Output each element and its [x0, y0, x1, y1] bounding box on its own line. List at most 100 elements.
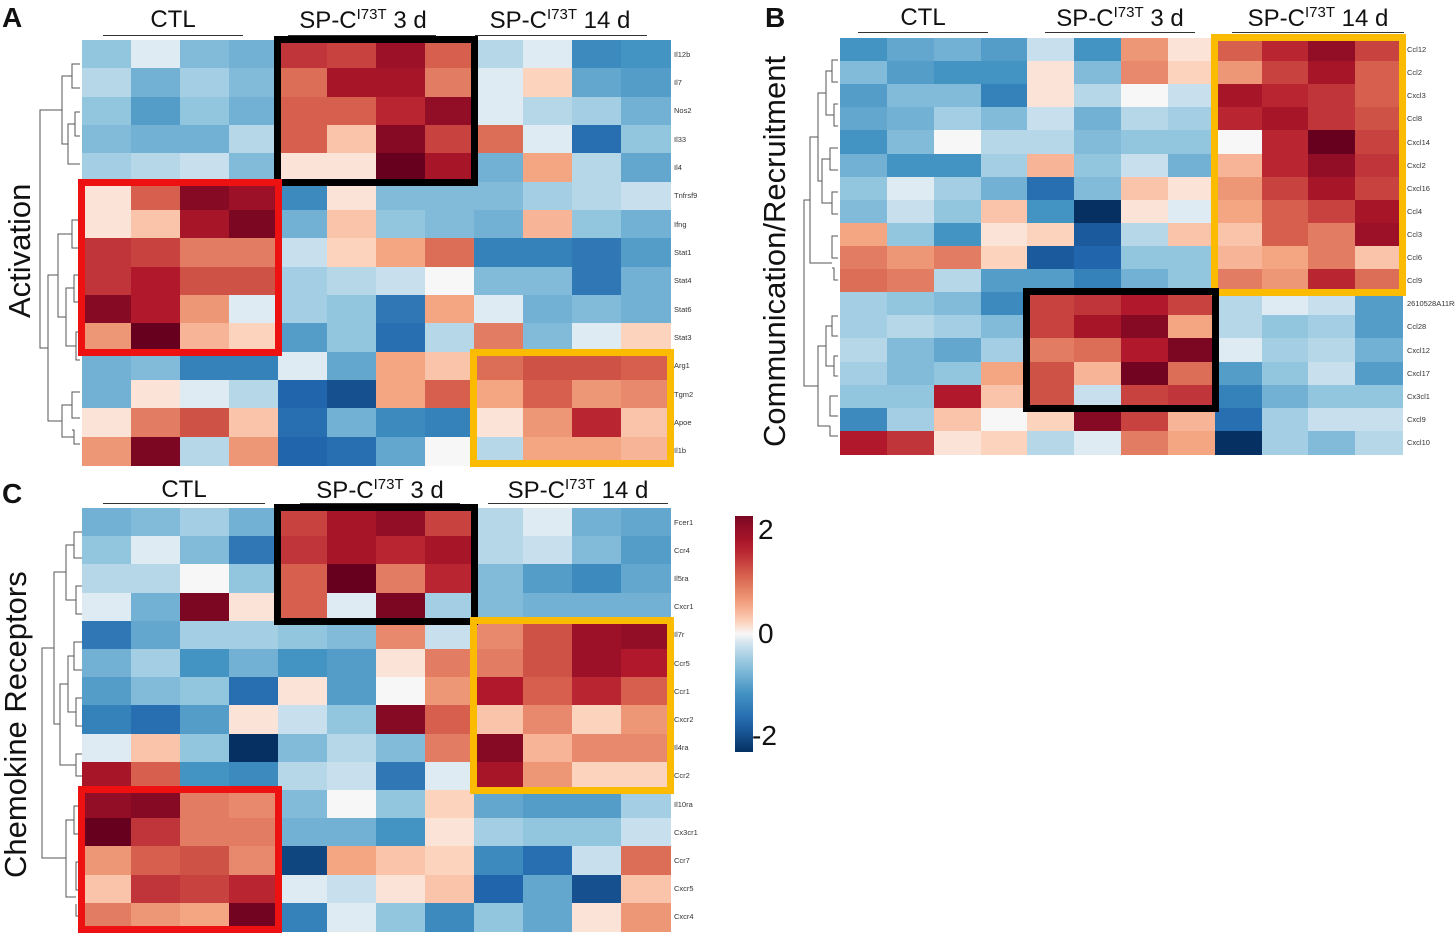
- colorbar-tick-low: -2: [752, 720, 777, 751]
- panel-c-gene-label: Ccr1: [674, 686, 690, 696]
- panel-b-cell-ccl4-3d-1: [1027, 199, 1075, 224]
- panel-c-cell-ccr7-3d-3: [376, 846, 426, 876]
- panel-b-cell-cxcl10-14d-2: [1261, 430, 1309, 455]
- panel-letter-a: A: [2, 2, 23, 33]
- panel-c-cell-fcer1-3d-3: [376, 508, 426, 537]
- panel-c-cell-ccr5-14d-2: [523, 649, 573, 678]
- panel-b-cell-ccl2-14d-4: [1355, 61, 1403, 85]
- panel-a-cell-stat3-3d-4: [425, 323, 475, 353]
- panel-b-cell-cxcl2-14d-3: [1308, 153, 1356, 178]
- panel-a-cell-il7-14d-4: [621, 68, 671, 98]
- panel-b-cell-cxcl3-ctl-1: [840, 84, 888, 108]
- panel-c-cell-cxcr2-3d-4: [425, 705, 475, 735]
- colorbar-tick-high: 2: [758, 514, 774, 545]
- panel-b-cell-ccl6-ctl-3: [933, 246, 982, 270]
- panel-b-cell-cxcl12-14d-3: [1308, 338, 1356, 363]
- panel-a-ctl-line: [103, 35, 243, 36]
- panel-a-cell-stat6-3d-3: [376, 295, 426, 324]
- panel-b-gene-label: Cxcl14: [1407, 137, 1430, 147]
- panel-a-cell-tgm2-ctl-1: [82, 380, 132, 409]
- panel-b-ylabel: Communication/Recruitment: [757, 55, 792, 447]
- panel-c-cell-cxcr4-14d-2: [523, 902, 573, 932]
- panel-b-gene-label: Cx3cl1: [1407, 391, 1430, 401]
- panel-b-cell-cxcl17-3d-1: [1027, 361, 1075, 386]
- panel-b-gene-label: Ccl2: [1407, 68, 1423, 78]
- panel-c-cell-ccr7-14d-1: [474, 846, 524, 876]
- panel-b-cell-cxcl10-3d-1: [1027, 430, 1075, 455]
- panel-a-cell-ifng-14d-2: [523, 210, 573, 239]
- panel-a-cell-il7-3d-2: [327, 68, 377, 98]
- panel-a-cell-il12b-14d-3: [572, 40, 622, 69]
- panel-b-cell-cxcl10-ctl-1: [840, 430, 888, 455]
- panel-b-cell-cxcl12-3d-1: [1027, 338, 1075, 363]
- panel-b-gene-label: Ccl9: [1407, 276, 1423, 286]
- panel-a-gene-label: Stat1: [674, 248, 692, 257]
- panel-a-cell-il12b-3d-2: [327, 40, 377, 69]
- panel-b-cell-ccl3-14d-3: [1308, 222, 1356, 247]
- panel-c-cell-cxcr2-3d-1: [278, 705, 328, 735]
- panel-b-cell-ccl8-ctl-2: [886, 107, 935, 132]
- panel-a-cell-il33-14d-1: [474, 125, 524, 154]
- panel-a-cell-nos2-ctl-3: [180, 96, 230, 126]
- panel-b-cell-cxcl14-3d-1: [1027, 130, 1075, 155]
- panel-b-cell-cxcl16-3d-1: [1027, 176, 1075, 201]
- panel-a-gene-label: Tnfrsf9: [674, 191, 698, 201]
- panel-c-cell-ccr7-ctl-2: [131, 846, 181, 876]
- panel-c-cell-ccr1-3d-1: [278, 677, 328, 706]
- panel-c-cell-cxcr5-3d-2: [327, 874, 377, 904]
- panel-b-cell-cxcl17-ctl-3: [933, 361, 982, 386]
- panel-b-gene-label: Cxcl12: [1407, 345, 1430, 355]
- panel-a-cell-il1b-3d-3: [376, 436, 426, 466]
- panel-a-cell-tnfrsf9-3d-1: [278, 181, 328, 211]
- panel-a-cell-arg1-3d-3: [376, 351, 426, 381]
- panel-a-cell-il12b-14d-1: [474, 40, 524, 69]
- panel-b-cell-cxcl10-14d-1: [1214, 430, 1263, 455]
- panel-b-dendrogram: [803, 59, 838, 437]
- panel-a-cell-arg1-ctl-3: [180, 351, 230, 381]
- panel-c-cell-il5ra-ctl-1: [82, 564, 132, 594]
- panel-a-cell-il4-ctl-3: [180, 153, 230, 183]
- panel-a-cell-nos2-3d-1: [278, 96, 328, 126]
- panel-c-cell-cxcr2-14d-1: [474, 705, 524, 735]
- panel-a-cell-il33-ctl-1: [82, 125, 132, 154]
- panel-b-cell-cx3cl1-3d-1: [1027, 384, 1075, 409]
- panel-b-gene-label: Ccl8: [1407, 114, 1423, 124]
- panel-a-cell-nos2-3d-2: [327, 96, 377, 126]
- panel-a-cell-nos2-14d-2: [523, 96, 573, 126]
- panel-a-cell-tgm2-ctl-4: [229, 380, 279, 409]
- panel-b-cell-cxcl14-14d-4: [1355, 130, 1403, 155]
- panel-a-cell-il4-3d-3: [376, 153, 426, 183]
- panel-b-cell-cxcl10-3d-3: [1121, 430, 1169, 455]
- panel-b-gene-label: Ccl3: [1407, 229, 1423, 239]
- panel-c-cell-fcer1-3d-4: [425, 508, 475, 537]
- panel-a-cell-tnfrsf9-ctl-2: [131, 181, 181, 211]
- panel-a-cell-il4-ctl-2: [131, 153, 181, 183]
- panel-b-cell-cxcl16-14d-2: [1261, 176, 1309, 201]
- panel-b-cell-cxcl9-3d-1: [1027, 407, 1075, 432]
- panel-b-cell-ccl8-3d-3: [1121, 107, 1169, 132]
- panel-b-cell-cxcl10-14d-4: [1355, 430, 1403, 455]
- panel-c-cell-ccr7-ctl-4: [229, 846, 279, 876]
- panel-b-cell-2610528a11rik-3d-3: [1121, 292, 1169, 316]
- panel-b-cell-ccl28-14d-1: [1214, 315, 1263, 340]
- panel-a-cell-ifng-ctl-1: [82, 210, 132, 239]
- panel-b-cell-ccl2-3d-3: [1121, 61, 1169, 85]
- panel-b-cell-ccl12-ctl-2: [886, 38, 935, 62]
- panel-c-gene-label: Fcer1: [674, 517, 694, 527]
- panel-c-cell-il7r-ctl-3: [180, 620, 230, 650]
- panel-c-cell-cxcr4-14d-3: [572, 902, 622, 932]
- panel-c-cell-cxcr2-3d-2: [327, 705, 377, 735]
- panel-a-cell-ifng-14d-1: [474, 210, 524, 239]
- panel-b-cell-cxcl14-ctl-1: [840, 130, 888, 155]
- panel-c-cell-cxcr5-3d-4: [425, 874, 475, 904]
- panel-a-cell-stat6-14d-4: [621, 295, 671, 324]
- panel-b-cell-cxcl14-ctl-2: [886, 130, 935, 155]
- panel-c-cell-fcer1-14d-2: [523, 508, 573, 537]
- panel-a-cell-il4-14d-1: [474, 153, 524, 183]
- panel-a-cell-stat3-14d-4: [621, 323, 671, 353]
- panel-b-cell-cxcl2-ctl-1: [840, 153, 888, 178]
- panel-b-cell-cx3cl1-14d-4: [1355, 384, 1403, 409]
- panel-c-cell-cx3cr1-3d-2: [327, 818, 377, 847]
- panel-c-cell-ccr7-3d-1: [278, 846, 328, 876]
- panel-b-cell-ccl8-14d-4: [1355, 107, 1403, 132]
